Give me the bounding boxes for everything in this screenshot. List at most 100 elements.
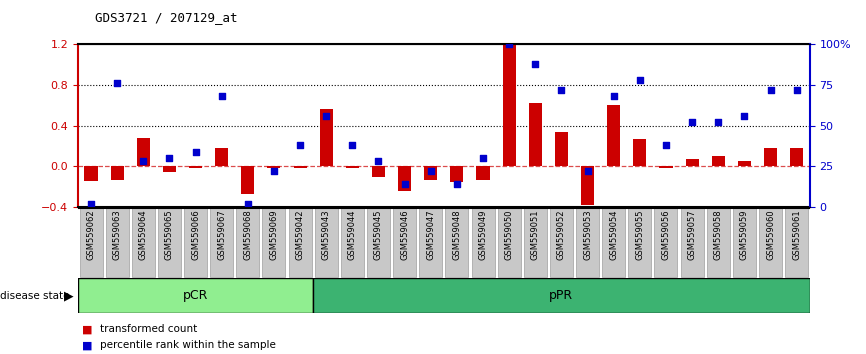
Bar — [215, 148, 229, 166]
Text: GSM559051: GSM559051 — [531, 209, 540, 260]
Point — [241, 201, 255, 207]
Text: transformed count: transformed count — [100, 324, 197, 334]
Bar — [633, 139, 646, 166]
FancyBboxPatch shape — [341, 208, 364, 277]
Point — [659, 142, 673, 148]
FancyBboxPatch shape — [707, 208, 730, 277]
Text: GSM559062: GSM559062 — [87, 209, 95, 260]
Text: GSM559058: GSM559058 — [714, 209, 723, 260]
Point — [685, 120, 699, 125]
Text: GSM559042: GSM559042 — [295, 209, 305, 260]
FancyBboxPatch shape — [655, 208, 677, 277]
Text: ■: ■ — [82, 340, 93, 350]
FancyBboxPatch shape — [184, 208, 207, 277]
FancyBboxPatch shape — [471, 208, 494, 277]
Bar — [398, 166, 411, 191]
Point — [607, 93, 621, 99]
Text: GSM559059: GSM559059 — [740, 209, 749, 260]
FancyBboxPatch shape — [367, 208, 390, 277]
Point — [294, 142, 307, 148]
Text: percentile rank within the sample: percentile rank within the sample — [100, 340, 275, 350]
Text: GSM559053: GSM559053 — [583, 209, 592, 260]
Text: GSM559067: GSM559067 — [217, 209, 226, 260]
Point — [502, 41, 516, 47]
FancyBboxPatch shape — [785, 208, 808, 277]
FancyBboxPatch shape — [313, 278, 810, 313]
Bar — [320, 109, 333, 166]
Bar — [581, 166, 594, 205]
Bar — [659, 166, 673, 169]
Bar — [294, 166, 307, 169]
Text: GSM559065: GSM559065 — [165, 209, 174, 260]
Text: GSM559060: GSM559060 — [766, 209, 775, 260]
Text: disease state: disease state — [0, 291, 69, 301]
Point — [110, 80, 124, 86]
FancyBboxPatch shape — [210, 208, 233, 277]
Text: GSM559044: GSM559044 — [348, 209, 357, 260]
Text: GSM559066: GSM559066 — [191, 209, 200, 260]
FancyBboxPatch shape — [629, 208, 651, 277]
Bar — [686, 159, 699, 166]
FancyBboxPatch shape — [132, 208, 155, 277]
Bar — [764, 148, 777, 166]
FancyBboxPatch shape — [445, 208, 469, 277]
Point — [711, 120, 725, 125]
Point — [397, 182, 411, 187]
Bar — [372, 166, 385, 177]
Bar — [85, 166, 98, 181]
FancyBboxPatch shape — [759, 208, 782, 277]
Point — [136, 159, 150, 164]
Bar — [450, 166, 463, 182]
FancyBboxPatch shape — [158, 208, 181, 277]
FancyBboxPatch shape — [78, 278, 313, 313]
FancyBboxPatch shape — [419, 208, 443, 277]
FancyBboxPatch shape — [733, 208, 756, 277]
Text: ▶: ▶ — [64, 289, 74, 302]
Bar — [712, 156, 725, 166]
Text: GSM559046: GSM559046 — [400, 209, 409, 260]
Text: GSM559057: GSM559057 — [688, 209, 696, 260]
Bar — [738, 161, 751, 166]
Text: GSM559063: GSM559063 — [113, 209, 121, 260]
Text: GSM559068: GSM559068 — [243, 209, 252, 260]
Bar — [163, 166, 176, 172]
FancyBboxPatch shape — [681, 208, 703, 277]
FancyBboxPatch shape — [602, 208, 625, 277]
FancyBboxPatch shape — [288, 208, 312, 277]
Bar — [607, 105, 620, 166]
Point — [189, 149, 203, 155]
Bar — [111, 166, 124, 179]
Text: GSM559050: GSM559050 — [505, 209, 514, 260]
Text: GSM559055: GSM559055 — [636, 209, 644, 260]
Bar — [476, 166, 489, 179]
Bar — [790, 148, 803, 166]
Bar — [137, 138, 150, 166]
Point — [528, 61, 542, 67]
FancyBboxPatch shape — [314, 208, 338, 277]
Bar — [189, 166, 202, 169]
Bar — [529, 103, 542, 166]
FancyBboxPatch shape — [236, 208, 259, 277]
Text: GSM559045: GSM559045 — [374, 209, 383, 260]
FancyBboxPatch shape — [262, 208, 286, 277]
Text: GSM559043: GSM559043 — [322, 209, 331, 260]
FancyBboxPatch shape — [550, 208, 573, 277]
FancyBboxPatch shape — [576, 208, 599, 277]
Point — [450, 182, 464, 187]
FancyBboxPatch shape — [80, 208, 102, 277]
Point — [764, 87, 778, 93]
FancyBboxPatch shape — [106, 208, 129, 277]
Point — [267, 169, 281, 174]
Text: GSM559069: GSM559069 — [269, 209, 279, 260]
Point — [372, 159, 385, 164]
Text: GSM559049: GSM559049 — [479, 209, 488, 260]
Text: GSM559047: GSM559047 — [426, 209, 436, 260]
Text: pPR: pPR — [549, 289, 573, 302]
Point — [163, 155, 177, 161]
Bar — [424, 166, 437, 179]
Point — [346, 142, 359, 148]
Point — [633, 77, 647, 83]
FancyBboxPatch shape — [393, 208, 417, 277]
Text: pCR: pCR — [183, 289, 208, 302]
Point — [84, 201, 98, 207]
